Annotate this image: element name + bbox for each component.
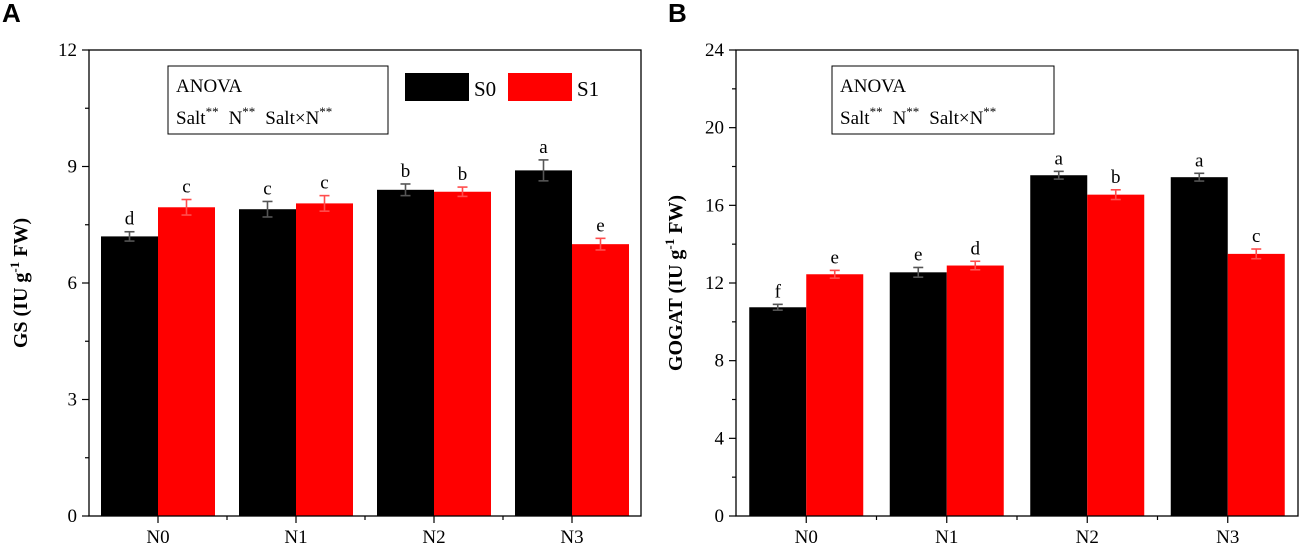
y-tick-label: 8: [715, 351, 725, 372]
x-tick-label: N2: [422, 527, 445, 547]
bar-s0-n1: [239, 209, 296, 516]
y-tick-label: 24: [705, 40, 725, 61]
anova-term-n: N: [893, 108, 907, 129]
x-tick-label: N1: [935, 527, 958, 547]
bar-s0-n3: [515, 170, 572, 516]
y-tick-label: 16: [705, 195, 724, 216]
significance-letter: d: [125, 209, 135, 230]
legend: S0 S1: [405, 73, 599, 101]
significance-letter: e: [831, 247, 839, 268]
y-tick-label: 20: [705, 118, 724, 139]
anova-title: ANOVA: [176, 76, 242, 97]
significance-letter: b: [401, 161, 411, 182]
panel-letter-a: A: [2, 0, 21, 28]
bar-s0-n3: [1170, 177, 1228, 516]
bar-s0-n0: [101, 236, 158, 516]
y-axis-label: GOGAT (IU g-1 FW): [662, 195, 687, 371]
bar-s1-n3: [572, 244, 629, 516]
legend-label-s1: S1: [577, 77, 599, 101]
significance-letter: e: [914, 244, 922, 265]
anova-terms: Salt** N** Salt×N**: [840, 104, 996, 129]
significance-letter: b: [1111, 167, 1121, 188]
significance-letter: a: [1055, 148, 1064, 169]
significance-letter: e: [596, 215, 604, 236]
plot-frame: [735, 49, 1299, 517]
bar-s0-n2: [1030, 175, 1088, 517]
anova-sig-n: **: [906, 104, 919, 119]
anova-sig-interaction: **: [319, 104, 332, 119]
y-tick-label: 6: [68, 273, 78, 294]
bar-s1-n2: [434, 191, 491, 516]
anova-term-salt: Salt: [176, 108, 206, 129]
x-tick-label: N3: [560, 527, 583, 547]
significance-letter: d: [971, 238, 981, 259]
y-tick-label: 12: [58, 40, 77, 61]
y-tick-label: 0: [68, 506, 78, 527]
significance-letter: a: [1195, 150, 1204, 171]
anova-sig-salt: **: [206, 104, 219, 119]
significance-letter: c: [263, 178, 271, 199]
x-tick-label: N3: [1216, 527, 1239, 547]
y-axis-label-superscript: -1: [7, 262, 22, 273]
anova-terms: Salt** N** Salt×N**: [176, 104, 332, 129]
y-axis-label-main: GS (IU g: [10, 273, 32, 349]
y-tick-label: 3: [68, 390, 78, 411]
y-axis-label-unit: FW): [10, 218, 32, 262]
y-axis-label: GS (IU g-1 FW): [7, 218, 32, 348]
plot-frame: [88, 49, 642, 517]
bar-s0-n0: [749, 307, 807, 516]
significance-letter: c: [1252, 226, 1260, 247]
legend-label-s0: S0: [474, 77, 496, 101]
svg-text:GOGAT (IU g-1 FW): GOGAT (IU g-1 FW): [662, 195, 687, 371]
significance-letter: c: [320, 173, 328, 194]
y-tick-label: 12: [705, 273, 724, 294]
bar-s1-n0: [806, 274, 864, 516]
significance-letter: b: [458, 164, 468, 185]
bar-s1-n1: [946, 265, 1004, 516]
legend-swatch-s1: [508, 73, 572, 101]
significance-letter: c: [182, 177, 190, 198]
anova-sig-salt: **: [870, 104, 883, 119]
anova-term-salt: Salt: [840, 108, 870, 129]
anova-box: ANOVA Salt** N** Salt×N**: [167, 65, 389, 135]
bar-s0-n1: [889, 272, 947, 516]
y-tick-label: 9: [68, 157, 78, 178]
legend-swatch-s0: [405, 73, 469, 101]
panel-letter-b: B: [668, 0, 687, 28]
svg-text:GS (IU g-1 FW): GS (IU g-1 FW): [7, 218, 32, 348]
y-axis-label-superscript: -1: [662, 239, 677, 250]
bar-s1-n3: [1227, 253, 1285, 516]
bar-s1-n0: [158, 207, 215, 516]
y-axis-label-main: GOGAT (IU g: [665, 250, 687, 372]
y-tick-label: 0: [715, 506, 725, 527]
bar-s0-n2: [377, 189, 434, 517]
x-tick-label: N0: [795, 527, 818, 547]
anova-box: ANOVA Salt** N** Salt×N**: [831, 65, 1055, 135]
bar-s1-n2: [1087, 194, 1145, 516]
anova-sig-interaction: **: [983, 104, 996, 119]
anova-title: ANOVA: [840, 76, 906, 97]
panel-b: B 0 4 8 12 16 20 24 N0 N1 N2 N3 f e a a e d b c GOGAT (IU …: [662, 0, 1299, 547]
x-tick-label: N2: [1076, 527, 1099, 547]
anova-term-n: N: [229, 108, 243, 129]
bar-s1-n1: [296, 203, 353, 516]
x-tick-label: N1: [284, 527, 307, 547]
y-axis-label-unit: FW): [665, 195, 687, 239]
y-tick-label: 4: [715, 428, 725, 449]
significance-letter: f: [775, 281, 782, 302]
x-tick-label: N0: [146, 527, 169, 547]
anova-term-interaction: Salt×N: [265, 108, 319, 129]
anova-sig-n: **: [242, 104, 255, 119]
anova-term-interaction: Salt×N: [929, 108, 983, 129]
significance-letter: a: [539, 137, 548, 158]
